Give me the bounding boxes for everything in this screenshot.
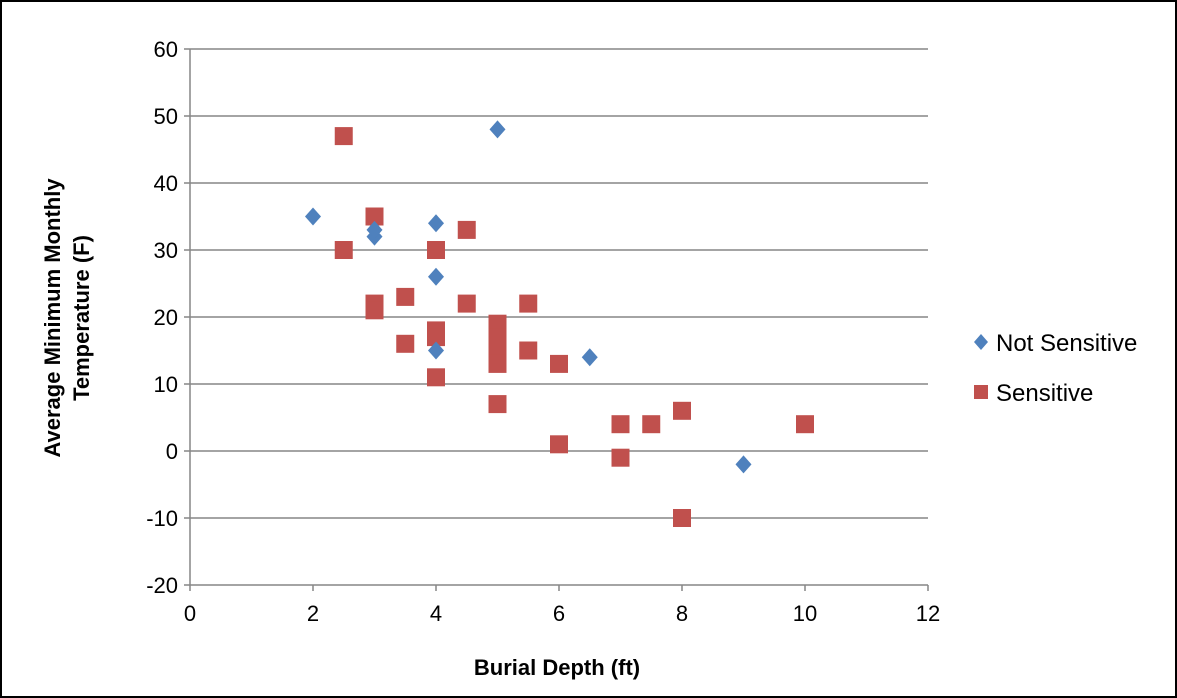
y-tick-label: 40 [154, 171, 178, 196]
legend: Not Sensitive Sensitive [974, 330, 1137, 407]
data-point-sensitive [673, 509, 691, 527]
gridlines [190, 48, 928, 519]
data-point-sensitive [642, 415, 661, 434]
data-point-not-sensitive [489, 120, 506, 139]
y-tick-label: 0 [166, 439, 178, 464]
data-point-sensitive [427, 241, 445, 259]
x-axis-title: Burial Depth (ft) [474, 655, 640, 680]
data-point-not-sensitive [428, 341, 444, 360]
data-point-sensitive [519, 341, 538, 360]
tick-labels: -20 -10 0 10 20 30 40 50 60 0 2 4 6 8 10 12 [146, 37, 940, 626]
y-tick-label: 30 [154, 238, 178, 263]
y-axis-title: Average Minimum Monthly Temperature (F) [40, 178, 94, 458]
x-tick-label: 10 [793, 601, 817, 626]
data-point-sensitive [519, 294, 538, 313]
y-tick-label: 20 [154, 305, 178, 330]
data-point-sensitive [396, 287, 415, 306]
data-point-sensitive [488, 395, 507, 414]
x-tick-label: 0 [184, 601, 196, 626]
x-tick-label: 12 [916, 601, 940, 626]
data-point-sensitive [550, 435, 568, 454]
data-point-not-sensitive [735, 455, 752, 474]
y-tick-label: 10 [154, 372, 178, 397]
data-point-sensitive [427, 328, 445, 347]
y-tick-label: -10 [146, 506, 178, 531]
x-tick-label: 4 [430, 601, 442, 626]
y-axis-title-line-1: Average Minimum Monthly [40, 178, 65, 458]
legend-marker-sensitive [974, 385, 988, 399]
legend-label-not-sensitive: Not Sensitive [996, 330, 1137, 357]
data-point-not-sensitive [428, 214, 444, 233]
data-point-not-sensitive [581, 348, 598, 367]
x-tick-label: 8 [676, 601, 688, 626]
data-point-sensitive [457, 220, 476, 239]
legend-label-sensitive: Sensitive [996, 380, 1093, 407]
data-point-sensitive [365, 301, 384, 320]
data-point-sensitive [427, 368, 445, 387]
data-point-sensitive [673, 401, 691, 420]
data-point-sensitive [796, 415, 814, 434]
data-point-not-sensitive [428, 267, 444, 286]
data-point-sensitive [396, 334, 415, 353]
data-point-not-sensitive [366, 220, 383, 239]
y-tick-label: 60 [154, 37, 178, 62]
data-point-sensitive [611, 448, 630, 467]
data-point-sensitive [365, 207, 384, 226]
legend-item-sensitive: Sensitive [974, 380, 1093, 407]
y-tick-label: -20 [146, 573, 178, 598]
data-point-not-sensitive [305, 207, 321, 226]
x-tick-label: 2 [307, 601, 319, 626]
data-point-sensitive [334, 241, 353, 259]
legend-marker-not-sensitive [974, 334, 988, 350]
data-point-sensitive [550, 354, 568, 373]
y-axis-title-line-2: Temperature (F) [69, 235, 94, 401]
data-point-sensitive [334, 127, 353, 146]
data-point-sensitive [457, 294, 476, 313]
data-point-sensitive [488, 354, 507, 373]
x-tick-label: 6 [553, 601, 565, 626]
data-point-sensitive [611, 415, 630, 434]
legend-item-not-sensitive: Not Sensitive [974, 330, 1137, 357]
data-points [305, 120, 814, 527]
y-tick-label: 50 [154, 104, 178, 129]
axes [184, 48, 929, 591]
